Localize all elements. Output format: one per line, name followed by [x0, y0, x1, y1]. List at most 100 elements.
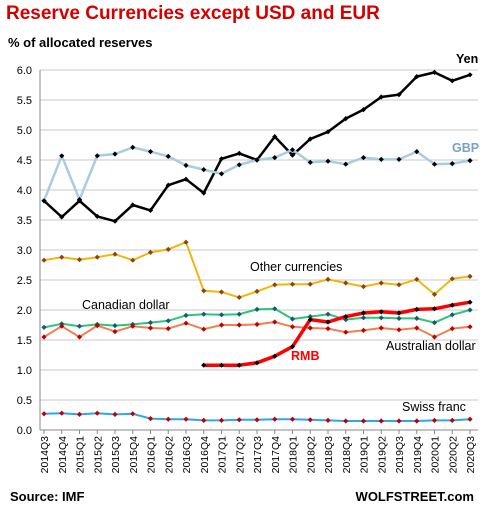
data-point: [130, 257, 136, 263]
data-point: [414, 149, 420, 155]
data-point: [289, 281, 296, 287]
data-point: [94, 323, 100, 329]
data-point: [396, 327, 402, 333]
data-point: [254, 157, 260, 163]
data-point: [431, 334, 438, 340]
x-tick-label: 2019Q4: [412, 436, 424, 474]
data-point: [467, 72, 473, 78]
data-point: [467, 307, 473, 313]
data-point: [236, 362, 242, 368]
data-point: [165, 416, 171, 422]
series-line: [203, 300, 471, 367]
y-tick-label: 2.5: [17, 275, 32, 287]
y-tick-label: 5.0: [17, 125, 32, 137]
data-point: [360, 284, 367, 290]
data-point: [236, 294, 242, 300]
data-point: [236, 162, 242, 168]
data-point: [378, 315, 384, 321]
series-canadian-dollar: [41, 306, 473, 330]
data-point: [307, 159, 313, 165]
data-point: [343, 329, 349, 335]
x-tick-label: 2020Q1: [430, 436, 442, 474]
data-point: [165, 318, 171, 324]
data-point: [147, 325, 154, 331]
data-point: [325, 311, 331, 317]
chart-title: Reserve Currencies except USD and EUR: [6, 3, 380, 24]
x-tick-label: 2015Q2: [92, 436, 104, 474]
y-tick-label: 4.0: [17, 185, 32, 197]
data-point: [183, 312, 189, 318]
data-point: [41, 198, 47, 204]
x-tick-label: 2018Q4: [341, 436, 353, 474]
data-point: [449, 276, 455, 282]
data-point: [218, 289, 225, 295]
x-tick-label: 2017Q2: [234, 436, 246, 474]
data-point: [360, 155, 367, 161]
data-point: [112, 251, 118, 257]
x-tick-label: 2014Q3: [39, 436, 51, 474]
data-point: [94, 153, 100, 159]
data-point: [218, 417, 225, 423]
x-tick-label: 2015Q1: [75, 436, 87, 474]
data-point: [467, 299, 473, 305]
data-point: [378, 418, 384, 424]
series-line: [42, 146, 471, 202]
data-point: [272, 282, 278, 288]
series-label: Canadian dollar: [82, 298, 170, 312]
x-tick-label: 2016Q3: [181, 436, 193, 474]
data-point: [147, 207, 154, 213]
data-point: [41, 334, 47, 340]
data-point: [41, 411, 47, 417]
data-point: [218, 312, 225, 318]
data-point: [112, 151, 118, 157]
data-point: [183, 416, 189, 422]
x-tick-label: 2019Q2: [376, 436, 388, 474]
data-point: [254, 417, 260, 423]
data-point: [378, 156, 384, 162]
data-point: [378, 325, 384, 331]
data-point: [449, 326, 455, 332]
data-point: [414, 315, 420, 321]
y-tick-label: 6.0: [17, 65, 32, 77]
data-point: [289, 324, 296, 330]
data-point: [431, 69, 438, 75]
data-point: [307, 281, 313, 287]
data-point: [431, 306, 438, 312]
data-point: [289, 344, 296, 350]
series-label: Yen: [456, 52, 478, 66]
series-line: [43, 71, 471, 223]
data-point: [396, 92, 402, 98]
data-point: [325, 129, 331, 135]
x-tick-label: 2020Q2: [447, 436, 459, 474]
data-point: [378, 94, 384, 100]
data-point: [272, 155, 278, 161]
y-tick-label: 0.5: [17, 395, 32, 407]
series-label: GBP: [452, 141, 479, 155]
data-point: [467, 273, 473, 279]
series-label: Australian dollar: [386, 339, 476, 353]
data-point: [396, 310, 402, 316]
data-point: [325, 319, 331, 325]
data-point: [59, 254, 65, 260]
y-tick-label: 3.5: [17, 215, 32, 227]
series-australian-dollar: [41, 319, 473, 340]
data-point: [449, 161, 455, 167]
data-point: [307, 417, 313, 423]
series-label: Other currencies: [250, 260, 342, 274]
x-tick-label: 2019Q1: [359, 436, 371, 474]
data-point: [59, 323, 65, 329]
x-tick-label: 2020Q3: [465, 436, 477, 474]
data-point: [112, 329, 118, 335]
data-point: [76, 334, 83, 340]
data-point: [76, 257, 83, 263]
x-tick-label: 2014Q4: [57, 436, 69, 474]
data-point: [165, 153, 171, 159]
data-point: [307, 136, 313, 142]
data-point: [236, 311, 242, 317]
x-tick-label: 2017Q4: [270, 436, 282, 474]
data-point: [94, 213, 100, 219]
y-tick-label: 1.5: [17, 335, 32, 347]
data-point: [343, 161, 349, 167]
x-tick-label: 2019Q3: [394, 436, 406, 474]
